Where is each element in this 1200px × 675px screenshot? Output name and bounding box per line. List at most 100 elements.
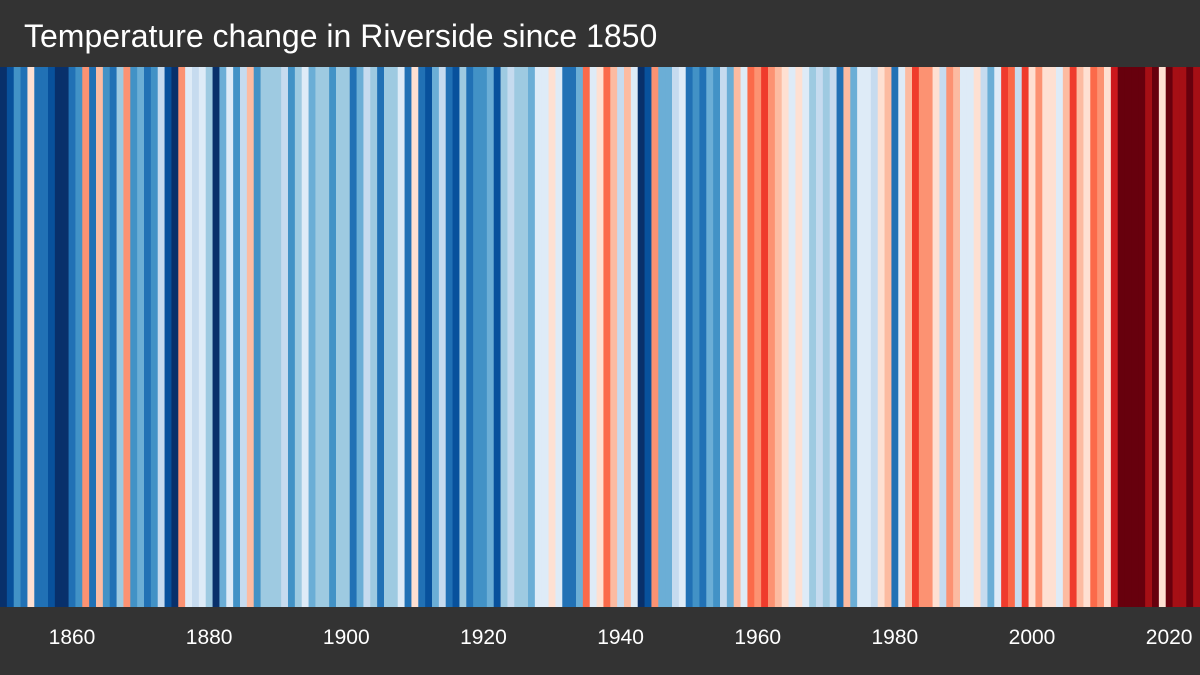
stripe-1877	[185, 67, 193, 607]
stripe-1954	[713, 67, 721, 607]
stripe-1975	[857, 67, 865, 607]
stripe-1912	[425, 67, 433, 607]
stripe-1917	[459, 67, 467, 607]
stripe-1961	[761, 67, 769, 607]
stripe-1879	[198, 67, 207, 607]
stripe-2019	[1158, 67, 1167, 607]
stripe-1951	[692, 67, 700, 607]
stripe-1977	[870, 67, 879, 607]
stripe-1972	[836, 67, 844, 607]
stripe-1936	[589, 67, 597, 607]
stripe-1978	[877, 67, 885, 607]
stripe-1920	[480, 67, 488, 607]
stripe-1855	[34, 67, 42, 607]
stripe-1852	[13, 67, 21, 607]
stripe-1921	[486, 67, 495, 607]
stripe-1957	[733, 67, 741, 607]
stripe-1903	[363, 67, 371, 607]
x-axis: 1860 1880 1900 1920 1940 1960 1980 2000 2020	[49, 626, 1193, 649]
stripe-1935	[582, 67, 591, 607]
stripe-2014	[1124, 67, 1132, 607]
stripe-1878	[192, 67, 200, 607]
stripe-1856	[41, 67, 49, 607]
stripe-2020	[1165, 67, 1173, 607]
stripe-1948	[672, 67, 680, 607]
stripe-1986	[932, 67, 940, 607]
stripe-1873	[157, 67, 165, 607]
stripe-1940	[617, 67, 625, 607]
stripe-1891	[281, 67, 289, 607]
stripe-2006	[1069, 67, 1077, 607]
stripe-1925	[514, 67, 522, 607]
stripe-1865	[102, 67, 111, 607]
stripe-1915	[445, 67, 453, 607]
stripe-1911	[418, 67, 426, 607]
stripe-1862	[82, 67, 90, 607]
stripe-2022	[1179, 67, 1187, 607]
stripe-1919	[473, 67, 481, 607]
x-tick-label: 1940	[597, 626, 644, 649]
stripe-1998	[1014, 67, 1023, 607]
stripe-1860	[68, 67, 76, 607]
stripe-1889	[267, 67, 275, 607]
stripe-1931	[555, 67, 563, 607]
stripe-1857	[48, 67, 56, 607]
stripe-1858	[54, 67, 63, 607]
stripe-1926	[521, 67, 529, 607]
stripe-1885	[240, 67, 248, 607]
stripe-1996	[1001, 67, 1009, 607]
stripe-2024	[1193, 67, 1200, 607]
stripe-1979	[884, 67, 892, 607]
stripe-1933	[569, 67, 577, 607]
stripe-2017	[1145, 67, 1153, 607]
stripe-1914	[438, 67, 447, 607]
stripe-1973	[843, 67, 851, 607]
stripe-1958	[740, 67, 748, 607]
stripe-1944	[644, 67, 652, 607]
stripe-1910	[411, 67, 419, 607]
stripe-2023	[1186, 67, 1194, 607]
stripe-1901	[349, 67, 357, 607]
stripe-1971	[829, 67, 837, 607]
x-tick-label: 2000	[1009, 626, 1056, 649]
stripe-2001	[1035, 67, 1043, 607]
stripe-1850	[0, 67, 8, 607]
stripe-1967	[802, 67, 810, 607]
stripe-1907	[390, 67, 399, 607]
stripe-1894	[301, 67, 309, 607]
stripe-1881	[212, 67, 220, 607]
warming-stripes	[0, 67, 1200, 607]
stripe-1989	[953, 67, 961, 607]
stripe-1854	[27, 67, 35, 607]
stripe-1997	[1008, 67, 1016, 607]
stripe-2007	[1076, 67, 1084, 607]
stripe-1913	[432, 67, 440, 607]
stripe-1963	[774, 67, 783, 607]
stripe-1992	[973, 67, 981, 607]
stripe-1871	[144, 67, 152, 607]
stripe-1916	[452, 67, 460, 607]
stripe-1985	[925, 67, 933, 607]
x-tick-label: 2020	[1146, 626, 1193, 649]
stripe-1929	[541, 67, 549, 607]
stripe-1892	[288, 67, 296, 607]
stripe-1939	[610, 67, 618, 607]
stripe-1882	[219, 67, 227, 607]
stripe-1900	[342, 67, 351, 607]
stripe-1960	[754, 67, 762, 607]
stripe-1976	[864, 67, 872, 607]
stripe-2009	[1090, 67, 1098, 607]
x-tick-label: 1920	[460, 626, 507, 649]
stripe-1870	[137, 67, 145, 607]
stripe-1943	[637, 67, 645, 607]
x-tick-label: 1900	[323, 626, 370, 649]
stripe-1937	[596, 67, 604, 607]
stripe-1898	[329, 67, 337, 607]
stripe-2003	[1049, 67, 1057, 607]
stripe-1942	[630, 67, 639, 607]
stripe-1895	[308, 67, 316, 607]
stripe-1867	[116, 67, 124, 607]
stripe-2000	[1028, 67, 1036, 607]
stripe-1949	[678, 67, 687, 607]
x-tick-label: 1860	[49, 626, 96, 649]
